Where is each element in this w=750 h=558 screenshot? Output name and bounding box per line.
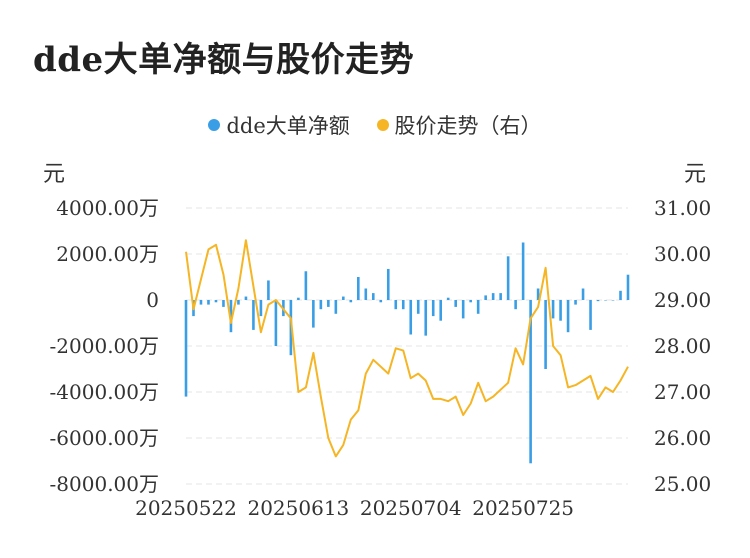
bar	[199, 300, 203, 305]
bar	[619, 290, 622, 300]
right-axis-tick-label: 26.00	[654, 426, 711, 450]
bar	[184, 300, 188, 397]
left-axis-unit: 元	[43, 162, 66, 187]
x-axis-tick-label: 20250704	[360, 496, 462, 520]
bar	[506, 256, 510, 300]
bar	[446, 297, 450, 300]
bar	[424, 300, 428, 336]
bar	[529, 300, 532, 464]
bar	[244, 296, 248, 300]
line-series	[185, 239, 629, 458]
bar	[207, 300, 210, 305]
bar	[499, 293, 502, 300]
legend-line-label: 股价走势（右）	[394, 114, 542, 138]
bar	[304, 271, 308, 300]
legend: dde大单净额 股价走势（右）	[0, 110, 750, 140]
bar	[349, 300, 353, 303]
right-axis-tick-label: 31.00	[654, 196, 711, 220]
bar	[342, 296, 345, 300]
left-axis-tick-label: -8000.00万	[50, 472, 159, 496]
right-axis-ticks: 31.00 30.00 29.00 28.00 27.00 26.00 25.00	[654, 196, 711, 496]
bar	[386, 268, 390, 300]
bar	[364, 288, 368, 300]
bar	[416, 300, 420, 314]
bar-series	[184, 242, 630, 464]
bar	[521, 242, 525, 300]
bar	[476, 300, 480, 314]
bar	[409, 300, 413, 335]
left-axis-tick-label: 2000.00万	[56, 242, 159, 266]
left-axis-ticks: 4000.00万 2000.00万 0 -2000.00万 -4000.00万 -6000…	[50, 196, 159, 496]
bar	[596, 300, 600, 302]
bar	[237, 300, 240, 305]
bar	[312, 300, 315, 328]
legend-bar-label: dde大单净额	[226, 114, 350, 138]
x-axis-tick-label: 20250522	[135, 496, 237, 520]
right-axis-tick-label: 27.00	[654, 380, 711, 404]
bar	[536, 288, 540, 300]
right-axis-unit: 元	[684, 162, 707, 187]
bar	[252, 300, 255, 330]
right-axis-tick-label: 25.00	[654, 472, 711, 496]
bar	[484, 295, 487, 300]
bar	[267, 280, 270, 300]
bar	[491, 293, 495, 300]
bar	[514, 300, 517, 310]
bar	[454, 300, 457, 307]
left-axis-tick-label: -4000.00万	[50, 380, 159, 404]
bar	[274, 300, 278, 346]
left-axis-tick-label: -2000.00万	[50, 334, 159, 358]
bar	[297, 297, 300, 300]
right-axis-tick-label: 29.00	[654, 288, 711, 312]
legend-item-bar[interactable]: dde大单净额	[208, 110, 350, 140]
bar	[379, 300, 383, 303]
bar	[401, 300, 405, 310]
bar	[544, 300, 547, 369]
left-axis-tick-label: -6000.00万	[50, 426, 159, 450]
bar	[319, 300, 323, 310]
bar	[327, 300, 330, 307]
left-axis-tick-label: 0	[146, 288, 159, 312]
bar	[357, 277, 360, 300]
legend-line-swatch	[376, 119, 389, 131]
legend-bar-swatch	[208, 119, 221, 131]
bar	[394, 300, 398, 310]
bar	[334, 300, 338, 314]
bar	[604, 300, 607, 301]
bar	[581, 288, 585, 300]
x-axis-ticks: 20250522 20250613 20250704 20250725	[135, 496, 574, 520]
bar	[559, 300, 562, 321]
bar	[214, 300, 218, 303]
bar	[371, 293, 375, 300]
right-axis-tick-label: 28.00	[654, 334, 711, 358]
bar	[222, 300, 225, 307]
bar	[229, 300, 233, 333]
bar	[431, 300, 435, 317]
legend-item-line[interactable]: 股价走势（右）	[376, 110, 542, 140]
bar	[589, 300, 592, 330]
price-line	[185, 239, 629, 458]
left-axis-tick-label: 4000.00万	[56, 196, 159, 220]
chart-title: dde大单净额与股价走势	[33, 40, 415, 80]
x-axis-tick-label: 20250725	[472, 496, 574, 520]
x-axis-tick-label: 20250613	[247, 496, 349, 520]
bar	[259, 300, 263, 317]
bar	[439, 300, 443, 321]
right-axis-tick-label: 30.00	[654, 242, 711, 266]
bar	[469, 300, 472, 303]
bar	[566, 300, 570, 333]
bar	[626, 274, 630, 300]
bar	[461, 300, 465, 319]
bar	[574, 300, 577, 305]
bar	[611, 300, 615, 301]
grid-lines	[186, 207, 628, 485]
bar	[551, 300, 555, 319]
